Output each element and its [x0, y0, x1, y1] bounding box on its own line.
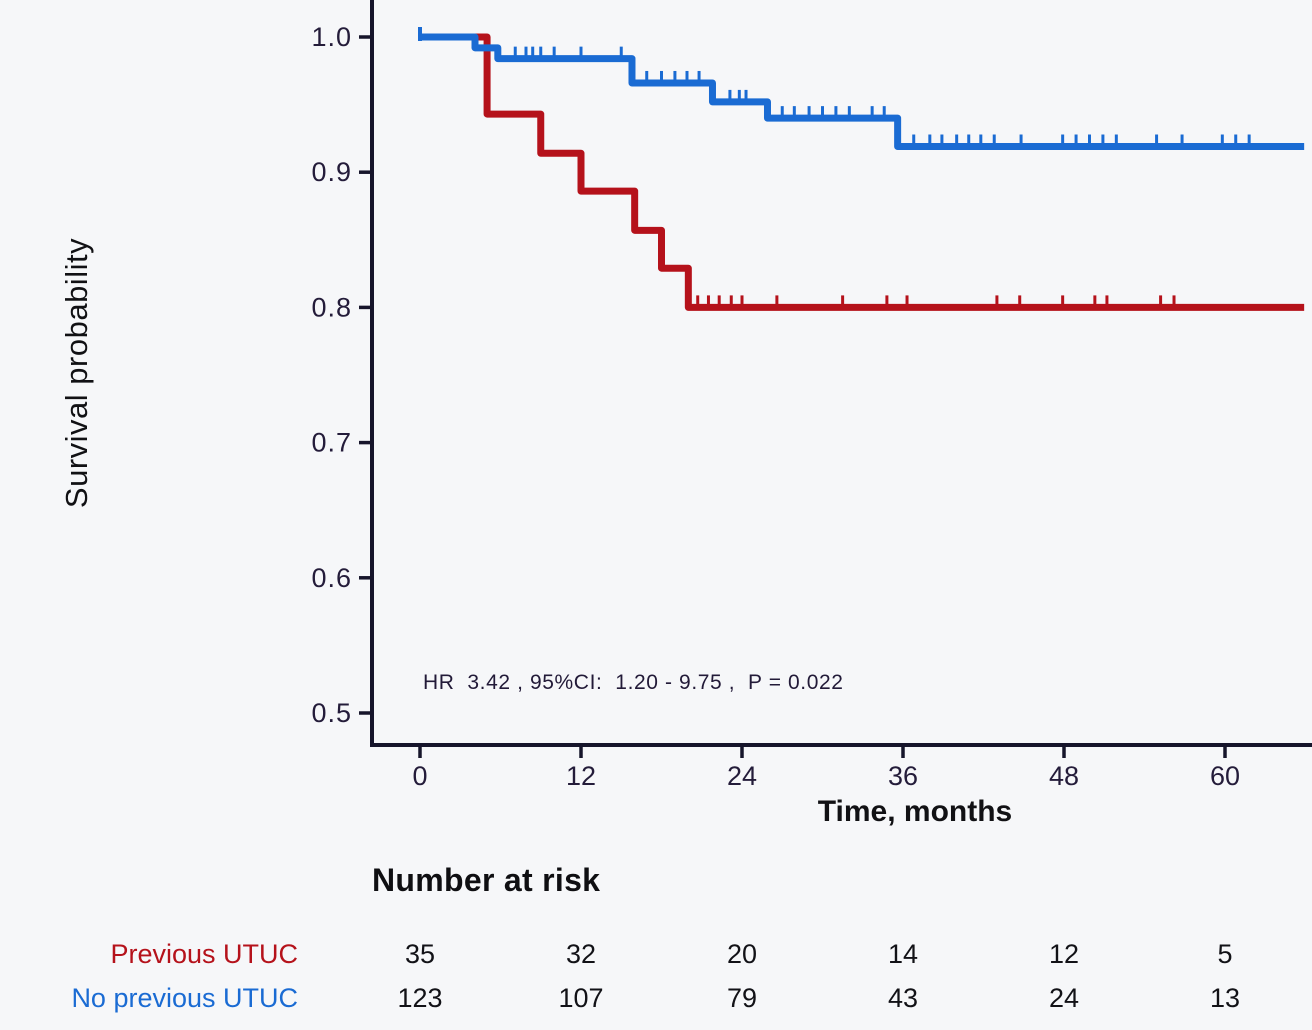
risk-count: 32 — [565, 939, 597, 969]
y-tick-label: 0.9 — [311, 157, 352, 187]
x-tick-label: 12 — [566, 761, 596, 791]
risk-count: 12 — [1048, 939, 1080, 969]
risk-count: 24 — [1048, 983, 1080, 1013]
risk-count: 123 — [397, 983, 443, 1013]
y-tick-label: 0.7 — [311, 428, 352, 458]
number-at-risk-title: Number at risk — [372, 862, 601, 898]
y-tick-label: 0.8 — [311, 292, 352, 322]
risk-row-label-no-previous-utuc: No previous UTUC — [71, 983, 298, 1013]
risk-row-label-previous-utuc: Previous UTUC — [110, 939, 298, 969]
survival-curve-no-previous-utuc — [420, 33, 1305, 151]
hr-annotation: HR 3.42 , 95%CI: 1.20 - 9.75 , P = 0.022 — [423, 671, 844, 694]
risk-count: 43 — [887, 983, 919, 1013]
risk-count: 79 — [726, 983, 758, 1013]
risk-count: 107 — [558, 983, 604, 1013]
x-tick-label: 36 — [888, 761, 918, 791]
y-axis-title: Survival probability — [59, 237, 94, 509]
y-tick-label: 0.5 — [311, 698, 352, 728]
survival-curve-previous-utuc — [420, 33, 1305, 311]
y-tick-label: 0.6 — [311, 563, 352, 593]
x-tick-label: 60 — [1210, 761, 1240, 791]
y-tick-label: 1.0 — [311, 22, 352, 52]
risk-count: 5 — [1217, 939, 1233, 969]
survival-chart: 1.0 0.9 0.8 0.7 0.6 0.5 0 12 24 36 48 60 — [311, 0, 1312, 791]
risk-count: 20 — [726, 939, 758, 969]
risk-count: 13 — [1209, 983, 1241, 1013]
x-tick-label: 0 — [412, 761, 427, 791]
x-axis-title: Time, months — [817, 795, 1013, 828]
risk-count: 35 — [404, 939, 436, 969]
x-tick-label: 48 — [1049, 761, 1079, 791]
risk-count: 14 — [887, 939, 919, 969]
x-tick-label: 24 — [727, 761, 757, 791]
